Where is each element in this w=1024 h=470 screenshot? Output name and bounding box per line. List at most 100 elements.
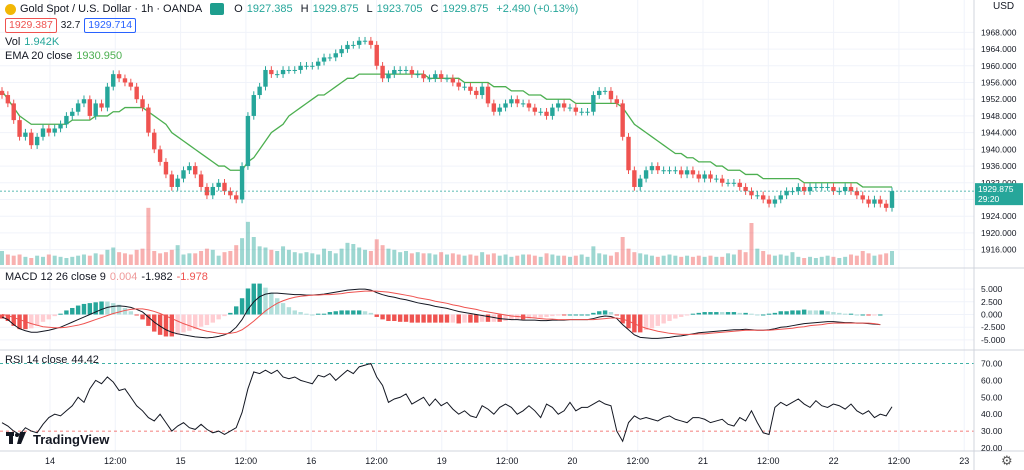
macd-hist-bar: [872, 314, 877, 316]
volume-bar: [749, 223, 754, 265]
macd-label: MACD 12 26 close 9: [5, 271, 106, 283]
volume-bar: [316, 254, 321, 265]
candle-body: [801, 186, 807, 192]
volume-bar: [890, 251, 894, 265]
macd-hist-bar: [725, 312, 731, 315]
volume-bar: [386, 248, 391, 265]
gear-icon[interactable]: ⚙: [1001, 453, 1013, 468]
macd-hist-bar: [280, 303, 286, 315]
candle-body: [356, 40, 362, 45]
candle-body: [614, 99, 620, 104]
candle-body: [269, 69, 274, 75]
volume-bar: [649, 255, 654, 265]
macd-hist-bar: [193, 314, 198, 330]
macd-hist-bar: [146, 314, 151, 326]
candle-body: [450, 78, 456, 83]
macd-legend[interactable]: MACD 12 26 close 9 0.004 -1.982 -1.978: [5, 270, 212, 284]
volume-bar: [363, 249, 368, 265]
volume-bar: [597, 253, 602, 265]
volume-bar: [163, 252, 168, 265]
candle-body: [749, 191, 754, 196]
macd-hist-bar: [719, 312, 725, 315]
volume-bar: [257, 246, 262, 265]
volume-legend[interactable]: Vol 1.942K: [5, 35, 63, 49]
candle-body: [889, 191, 895, 208]
volume-bar: [532, 255, 537, 265]
candle-body: [222, 182, 227, 192]
volume-bar: [737, 249, 742, 265]
candle-body: [813, 186, 819, 188]
volume-bar: [240, 238, 245, 265]
candle-body: [638, 178, 643, 187]
volume-bar: [333, 253, 338, 265]
volume-bar: [263, 247, 268, 265]
macd-hist-bar: [298, 312, 303, 315]
macd-hist-bar: [134, 314, 139, 316]
macd-hist-bar: [286, 307, 292, 315]
volume-bar: [854, 255, 859, 265]
gold-icon: [5, 3, 16, 15]
macd-hist-bar: [93, 302, 98, 315]
rsi-tick-label: 40.00: [981, 409, 1003, 419]
volume-bar: [427, 253, 432, 265]
volume-bar: [439, 252, 444, 265]
candle-body: [128, 82, 134, 87]
macd-hist-bar: [333, 311, 338, 315]
high-label: H: [300, 3, 309, 15]
candle-body: [468, 86, 473, 91]
macd-tick-label: -5.000: [981, 335, 1005, 345]
eye-icon[interactable]: [210, 3, 225, 15]
volume-bar: [251, 237, 256, 265]
macd-hist-value: 0.004: [109, 271, 138, 283]
candle-body: [556, 103, 561, 108]
candle-body: [263, 69, 268, 87]
volume-bar: [310, 253, 315, 265]
macd-hist-bar: [327, 312, 333, 315]
volume-bar: [591, 246, 596, 265]
bid-box[interactable]: 1929.387: [5, 18, 57, 33]
volume-bar: [755, 248, 760, 265]
macd-hist-bar: [321, 313, 327, 315]
currency-label[interactable]: USD: [993, 1, 1015, 12]
candle-body: [403, 69, 409, 71]
volume-bar: [193, 253, 198, 265]
volume-bar: [204, 248, 209, 265]
volume-bar: [796, 256, 801, 265]
volume-bar: [679, 256, 684, 265]
candle-body: [444, 78, 450, 80]
ask-box[interactable]: 1929.714: [84, 18, 137, 33]
macd-hist-bar: [813, 310, 819, 315]
candle-body: [380, 65, 385, 79]
ema-legend[interactable]: EMA 20 close 1930.950: [5, 49, 126, 63]
rsi-legend[interactable]: RSI 14 close 44.42: [5, 353, 103, 367]
candle-body: [280, 69, 286, 75]
volume-bar: [152, 251, 157, 265]
macd-hist-bar: [638, 314, 643, 333]
symbol-legend[interactable]: Gold Spot / U.S. Dollar · 1h · OANDA O 19…: [5, 2, 582, 16]
candle-body: [784, 191, 789, 196]
volume-bar: [275, 251, 280, 265]
macd-hist-bar: [731, 312, 737, 315]
macd-line-value: -1.982: [141, 271, 173, 283]
macd-hist-bar: [29, 314, 34, 329]
candle-body: [462, 86, 467, 88]
macd-hist-bar: [269, 292, 274, 315]
macd-hist-bar: [234, 306, 239, 315]
macd-hist-bar: [427, 314, 432, 323]
macd-hist-bar: [702, 312, 707, 315]
macd-hist-bar: [374, 314, 379, 317]
volume-bar: [878, 254, 883, 265]
macd-hist-bar: [111, 303, 116, 315]
macd-hist-bar: [796, 310, 801, 315]
candle-body: [187, 166, 192, 171]
macd-hist-bar: [163, 314, 169, 337]
volume-bar: [872, 255, 877, 265]
candle-body: [29, 132, 34, 146]
candle-body: [725, 182, 731, 184]
macd-hist-bar: [602, 310, 608, 315]
volume-bar: [415, 252, 420, 265]
candle-body: [292, 69, 297, 71]
time-tick-label: 23: [959, 456, 969, 466]
macd-hist-bar: [597, 311, 602, 315]
